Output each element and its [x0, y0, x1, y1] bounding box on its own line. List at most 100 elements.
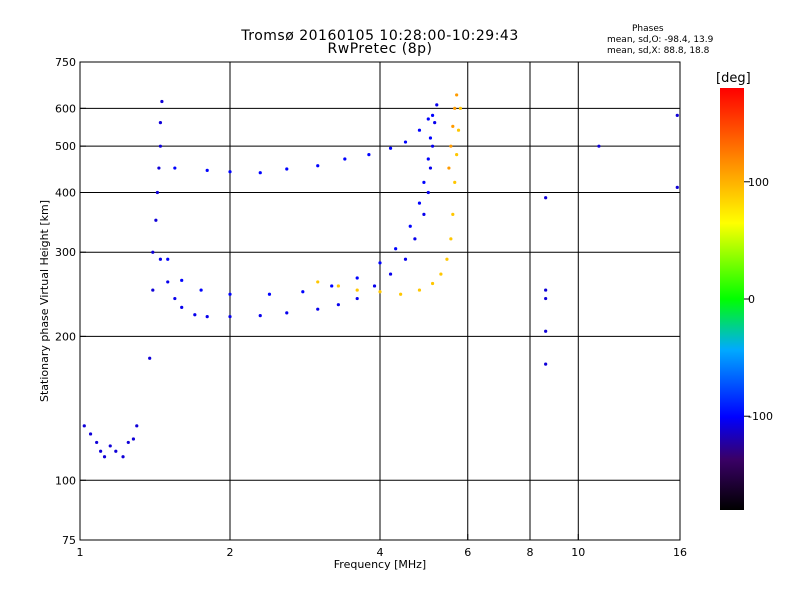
data-point — [544, 288, 548, 292]
data-point — [108, 444, 112, 448]
data-point — [158, 121, 163, 125]
data-point — [399, 292, 403, 296]
y-tick-label: 200 — [55, 330, 76, 343]
data-point — [439, 272, 443, 276]
data-point — [430, 144, 435, 148]
data-point — [151, 288, 155, 292]
data-point — [316, 280, 320, 284]
data-point — [114, 449, 118, 453]
data-point — [228, 292, 232, 296]
data-point — [158, 144, 163, 148]
data-point — [285, 167, 289, 171]
phase-info-x-mode: mean, sd,X: 88.8, 18.8 — [607, 46, 710, 56]
data-point — [388, 272, 393, 276]
data-point — [316, 164, 320, 168]
data-point — [430, 281, 435, 286]
data-point — [422, 212, 426, 216]
data-point — [456, 128, 461, 132]
data-point — [166, 280, 170, 284]
y-axis-ticks: 75 100 200 300 400 500 600 750 — [55, 56, 86, 547]
colorbar-ticks: 100 0 -100 — [744, 176, 773, 423]
data-point — [428, 166, 433, 170]
y-tick-label: 500 — [55, 140, 76, 153]
data-point — [267, 292, 272, 296]
data-point — [675, 113, 679, 117]
data-point — [285, 311, 289, 315]
y-tick-label: 300 — [55, 246, 76, 259]
phase-info-heading: Phases — [632, 24, 664, 34]
data-point — [544, 329, 548, 333]
data-point — [426, 117, 430, 121]
data-point — [82, 424, 86, 428]
y-tick-label: 600 — [55, 102, 76, 115]
data-point — [99, 449, 103, 453]
colorbar-tick-label: -100 — [748, 410, 773, 423]
colorbar — [720, 88, 744, 510]
data-point — [388, 146, 393, 150]
data-point — [126, 440, 130, 445]
x-tick-label: 16 — [673, 546, 687, 559]
data-point — [378, 290, 382, 294]
y-tick-label: 75 — [62, 534, 76, 547]
data-point — [135, 424, 139, 428]
data-point — [449, 237, 453, 241]
data-point — [394, 247, 398, 251]
data-point — [336, 303, 340, 307]
data-point — [417, 128, 422, 132]
data-point — [435, 103, 439, 107]
data-point — [199, 288, 203, 292]
data-point — [445, 257, 449, 261]
data-point — [428, 136, 433, 140]
series-trace — [166, 113, 435, 296]
y-tick-label: 750 — [55, 56, 76, 69]
data-point — [157, 166, 161, 170]
data-point — [301, 290, 305, 294]
y-tick-label: 100 — [55, 474, 76, 487]
data-point — [88, 432, 93, 436]
x-tick-label: 2 — [227, 546, 234, 559]
data-point — [121, 455, 125, 459]
chart-title-line1: Tromsø 20160105 10:28:00-10:29:43 — [241, 28, 519, 44]
data-point — [675, 185, 679, 189]
data-point — [597, 144, 601, 148]
data-point — [355, 288, 359, 292]
phase-info-o-mode: mean, sd,O: -98.4, 13.9 — [607, 35, 714, 45]
data-point — [403, 257, 408, 261]
x-tick-label: 1 — [77, 546, 84, 559]
data-point — [378, 261, 382, 265]
y-axis-label: Stationary phase Virtual Height [km] — [38, 200, 51, 402]
data-point — [413, 237, 417, 241]
data-point — [455, 153, 459, 157]
data-point — [330, 284, 334, 288]
data-point — [433, 121, 437, 125]
data-point — [417, 201, 422, 205]
data-point — [228, 170, 232, 174]
data-point — [316, 307, 320, 311]
series-trace — [148, 99, 164, 360]
data-point — [95, 440, 99, 445]
data-point — [544, 196, 548, 200]
colorbar-tick-label: 0 — [748, 293, 755, 306]
data-point — [155, 190, 160, 195]
grid-lines — [80, 62, 680, 540]
series-trace — [82, 424, 139, 459]
series-trace — [544, 113, 679, 366]
data-point — [417, 288, 422, 292]
data-point — [453, 180, 457, 184]
data-point — [426, 157, 430, 161]
data-point — [180, 278, 184, 282]
data-point — [166, 257, 170, 261]
data-point — [372, 284, 377, 288]
data-point — [430, 113, 435, 117]
data-point — [173, 166, 177, 170]
data-point — [453, 106, 457, 110]
data-point — [426, 190, 430, 195]
series-trace — [173, 117, 430, 175]
data-point — [258, 171, 262, 175]
data-point — [451, 124, 455, 128]
data-point — [544, 362, 548, 366]
x-axis-label: Frequency [MHz] — [334, 558, 426, 571]
data-point — [343, 157, 347, 161]
data-point — [455, 93, 459, 97]
